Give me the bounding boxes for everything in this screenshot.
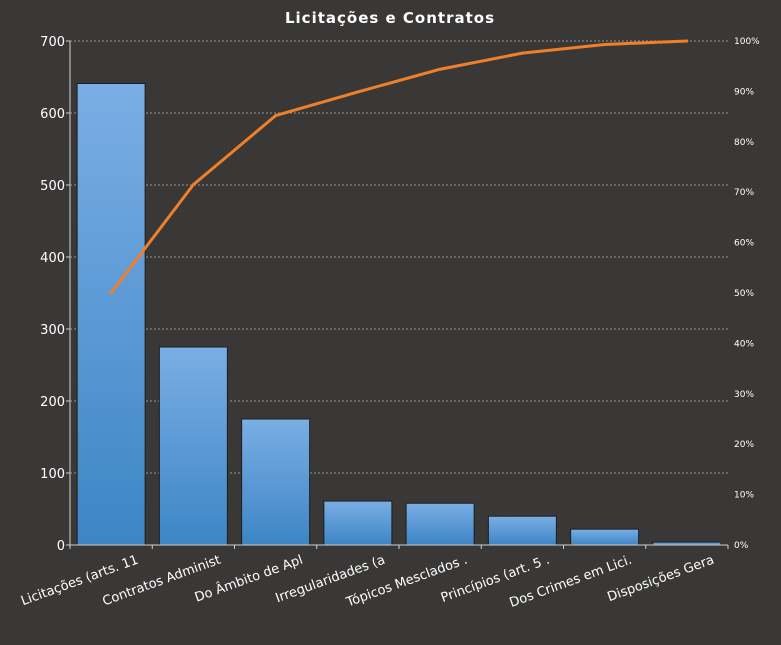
axes (66, 40, 729, 549)
bar (76, 82, 146, 546)
cumulative-point (191, 183, 195, 187)
bar (158, 346, 228, 546)
cumulative-point (356, 90, 360, 94)
cumulative-point (109, 291, 113, 295)
y2-tick-label: 60% (734, 239, 754, 249)
cumulative-point (438, 67, 442, 71)
y-tick-label: 500 (40, 179, 65, 194)
y2-tick-label: 70% (734, 188, 754, 198)
cumulative-point (603, 43, 607, 47)
y2-tick-label: 10% (734, 491, 754, 501)
bar (241, 418, 311, 546)
cumulative-line (109, 39, 689, 295)
bar (570, 528, 640, 546)
y2-tick-label: 30% (734, 390, 754, 400)
cumulative-point (685, 39, 689, 43)
y2-tick-label: 20% (734, 440, 754, 450)
y-tick-label: 0 (57, 539, 65, 554)
cumulative-point (274, 114, 278, 118)
bar (323, 500, 393, 546)
y2-tick-label: 90% (734, 87, 754, 97)
cumulative-percent-line (109, 39, 687, 294)
y-tick-label: 100 (40, 467, 65, 482)
chart-title: Licitações e Contratos (285, 9, 495, 27)
y-tick-label: 300 (40, 323, 65, 338)
y-tick-label: 200 (40, 395, 65, 410)
y2-tick-label: 80% (734, 138, 754, 148)
cumulative-point (520, 51, 524, 55)
y-tick-label: 600 (40, 107, 65, 122)
y-tick-label: 400 (40, 251, 65, 266)
y-tick-label: 700 (40, 35, 65, 50)
y2-tick-label: 100% (734, 37, 760, 47)
bars (76, 82, 722, 546)
bar (487, 515, 557, 546)
y2-tick-label: 0% (734, 541, 749, 551)
bar (405, 502, 475, 546)
y2-tick-label: 50% (734, 289, 754, 299)
y2-tick-label: 40% (734, 339, 754, 349)
